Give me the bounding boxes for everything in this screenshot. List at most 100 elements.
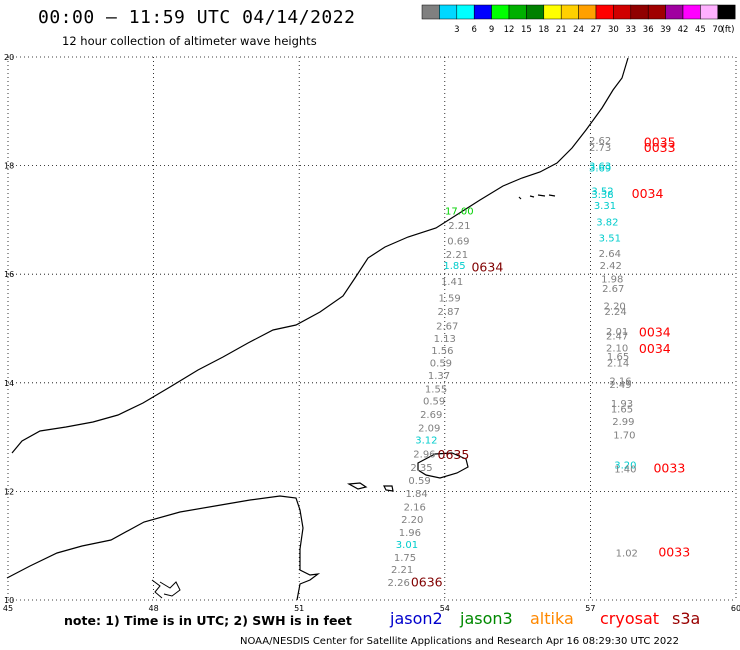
arabian-coastline — [11, 57, 629, 454]
satellite-legend-entry: cryosat — [600, 609, 660, 628]
coastal-islands — [151, 579, 181, 599]
wave-height-value: 2.01 — [606, 327, 628, 338]
wave-height-value: 1.13 — [434, 334, 456, 345]
wave-height-value: 2.10 — [606, 343, 628, 354]
scale-swatch — [578, 4, 597, 20]
wave-height-value: 2.09 — [418, 424, 440, 435]
scale-label: 45 — [695, 25, 706, 35]
page-subtitle: 12 hour collection of altimeter wave hei… — [62, 34, 317, 48]
wave-height-value: 3.38 — [591, 190, 613, 201]
scale-swatch — [717, 4, 736, 20]
lon-tick-label: 45 — [3, 604, 13, 613]
wave-height-value: 0.59 — [408, 476, 430, 487]
lat-lon-grid: 45 48 51 54 57 60 20 18 16 14 12 10 — [3, 53, 740, 613]
scale-label: 70 — [712, 25, 723, 35]
wave-height-value: 1.37 — [428, 371, 450, 382]
wave-height-value: 3.20 — [614, 461, 636, 472]
pass-id-label: 0034 — [639, 341, 671, 356]
footnote: note: 1) Time is in UTC; 2) SWH is in fe… — [64, 613, 352, 628]
lon-tick-label: 54 — [440, 604, 450, 613]
wave-height-value: 1.02 — [616, 549, 638, 560]
scale-label: 3 — [454, 25, 459, 35]
wave-height-observations: 2.622.73 3.633.69 3.523.383.31 3.82 3.51 2.64… — [388, 136, 638, 589]
wave-height-value: 1.96 — [399, 528, 421, 539]
scale-label: 36 — [643, 25, 654, 35]
wave-height-value: 3.69 — [589, 164, 611, 175]
wave-height-value: 3.63 — [589, 161, 611, 172]
wave-height-value: 2.35 — [410, 463, 432, 474]
scale-swatch — [421, 4, 440, 20]
lat-tick-label: 20 — [4, 53, 14, 62]
wave-height-value: 1.85 — [443, 261, 465, 272]
page-title: 00:00 – 11:59 UTC 04/14/2022 — [38, 7, 356, 28]
credit-line: NOAA/NESDIS Center for Satellite Applica… — [240, 636, 679, 647]
pass-id-label: 0033 — [644, 140, 676, 155]
wave-height-value: 2.64 — [599, 249, 621, 260]
wave-height-value: 0.69 — [447, 236, 469, 247]
scale-swatch — [456, 4, 475, 20]
scale-swatch — [439, 4, 458, 20]
wave-height-value: 2.16 — [404, 502, 426, 513]
scale-swatch — [543, 4, 562, 20]
wave-height-value: 2.96 — [413, 450, 435, 461]
lat-tick-label: 12 — [4, 487, 14, 496]
scale-swatch — [491, 4, 510, 20]
socotra-island — [417, 452, 469, 479]
wave-height-value: 2.87 — [438, 307, 460, 318]
wave-height-value: 1.40 — [614, 464, 636, 475]
wave-height-value: 0.59 — [430, 359, 452, 370]
wave-height-value: 1.41 — [441, 277, 463, 288]
wave-height-value: 1.59 — [439, 293, 461, 304]
wave-height-value: 3.82 — [596, 217, 618, 228]
scale-label: 15 — [521, 25, 532, 35]
wave-height-value: 1.56 — [431, 346, 453, 357]
scale-unit: (ft) — [722, 25, 735, 35]
coastline — [6, 57, 629, 601]
pass-id-label: 0635 — [438, 447, 470, 462]
scale-label: 12 — [504, 25, 515, 35]
wave-height-value: 1.75 — [394, 553, 416, 564]
scale-swatch — [473, 4, 492, 20]
lat-tick-label: 10 — [4, 596, 14, 605]
scale-swatch — [700, 4, 719, 20]
wave-height-value: 1.70 — [613, 431, 635, 442]
wave-height-value: 1.98 — [601, 274, 623, 285]
wave-height-value: 2.42 — [600, 261, 622, 272]
satellite-legend-entry: s3a — [672, 609, 701, 628]
wave-height-value: 2.26 — [388, 578, 410, 589]
wave-height-value: 3.12 — [415, 436, 437, 447]
kuria-muria-islands — [518, 194, 556, 200]
wave-height-value: 2.16 — [609, 376, 631, 387]
pass-id-label: 0634 — [471, 259, 503, 274]
scale-swatch — [647, 4, 666, 20]
wave-height-value: 2.67 — [436, 322, 458, 333]
scale-label: 24 — [573, 25, 584, 35]
lat-tick-label: 16 — [4, 270, 14, 279]
scale-swatch — [508, 4, 527, 20]
lat-tick-label: 18 — [4, 162, 14, 171]
pass-id-label: 0033 — [658, 545, 690, 560]
scale-swatch — [560, 4, 579, 20]
scale-swatch — [595, 4, 614, 20]
pass-id-label: 0034 — [632, 186, 664, 201]
scale-label: 21 — [556, 25, 567, 35]
scale-label: 30 — [608, 25, 619, 35]
wave-height-value: 3.01 — [396, 540, 418, 551]
pass-id-label: 0035 — [644, 135, 676, 150]
color-scale-legend: 3 6 9 12 15 18 21 24 27 30 33 36 39 42 45 70(ft) — [421, 4, 736, 35]
wave-height-value: 2.21 — [448, 221, 470, 232]
wave-height-value: 2.20 — [401, 515, 423, 526]
wave-height-value: 2.62 — [589, 136, 611, 147]
wave-height-value: 3.31 — [594, 201, 616, 212]
scale-label: 9 — [489, 25, 494, 35]
lon-tick-label: 57 — [585, 604, 595, 613]
wave-height-value: 1.84 — [406, 489, 428, 500]
wave-height-value: 0.59 — [423, 397, 445, 408]
wave-height-value: 1.65 — [611, 405, 633, 416]
wave-height-value: 1.55 — [425, 385, 447, 396]
wave-height-value: 2.21 — [391, 565, 413, 576]
wave-height-value: 2.47 — [606, 331, 628, 342]
satellite-legend-entry: jason3 — [460, 609, 513, 628]
small-island — [383, 485, 394, 492]
